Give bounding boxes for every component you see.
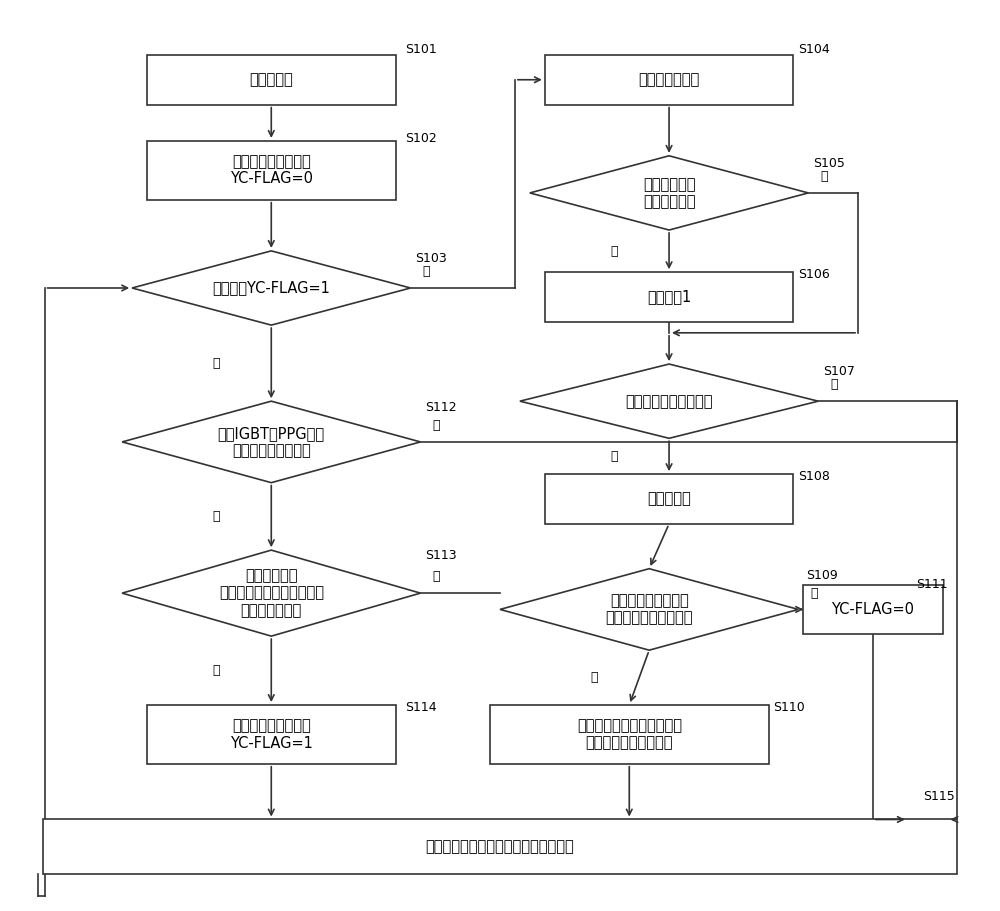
Polygon shape bbox=[132, 251, 411, 325]
Text: 是: 是 bbox=[611, 450, 618, 463]
Text: 否: 否 bbox=[810, 587, 818, 599]
Text: S102: S102 bbox=[406, 132, 437, 145]
FancyBboxPatch shape bbox=[545, 55, 793, 105]
Text: 按照预设步长降低电磁加热
烹饪系统的目标功率值: 按照预设步长降低电磁加热 烹饪系统的目标功率值 bbox=[577, 718, 682, 751]
FancyBboxPatch shape bbox=[490, 705, 769, 763]
Text: 设置特定异常状态量
YC-FLAG=1: 设置特定异常状态量 YC-FLAG=1 bbox=[230, 718, 313, 751]
FancyBboxPatch shape bbox=[545, 474, 793, 524]
Text: YC-FLAG=0: YC-FLAG=0 bbox=[831, 602, 914, 617]
Text: 是: 是 bbox=[213, 510, 220, 523]
Text: 判断是否YC-FLAG=1: 判断是否YC-FLAG=1 bbox=[212, 281, 330, 295]
Text: 是: 是 bbox=[611, 244, 618, 258]
Text: S106: S106 bbox=[798, 268, 830, 281]
Text: S101: S101 bbox=[406, 44, 437, 56]
Text: S105: S105 bbox=[813, 157, 845, 169]
Text: 判断计数器的计数值
是否超过预设次数阈值: 判断计数器的计数值 是否超过预设次数阈值 bbox=[605, 593, 693, 626]
Text: 读取计数器: 读取计数器 bbox=[647, 491, 691, 507]
FancyBboxPatch shape bbox=[545, 272, 793, 322]
FancyBboxPatch shape bbox=[147, 705, 396, 763]
Polygon shape bbox=[122, 550, 420, 636]
Text: S114: S114 bbox=[406, 701, 437, 713]
Text: 否: 否 bbox=[830, 378, 838, 392]
Polygon shape bbox=[520, 364, 818, 438]
Text: S113: S113 bbox=[425, 548, 457, 561]
Text: S115: S115 bbox=[923, 791, 954, 804]
Text: S112: S112 bbox=[425, 401, 457, 414]
Text: 设置特定异常状态量
YC-FLAG=0: 设置特定异常状态量 YC-FLAG=0 bbox=[230, 154, 313, 187]
Text: 否: 否 bbox=[820, 170, 828, 183]
Text: S110: S110 bbox=[773, 701, 805, 713]
Text: 计数器加1: 计数器加1 bbox=[647, 290, 691, 304]
Text: 是: 是 bbox=[432, 570, 440, 583]
Text: 判断外部反压
中断是否触发: 判断外部反压 中断是否触发 bbox=[643, 177, 695, 210]
Polygon shape bbox=[122, 401, 420, 483]
Text: 是: 是 bbox=[422, 265, 430, 278]
FancyBboxPatch shape bbox=[147, 55, 396, 105]
Polygon shape bbox=[500, 568, 798, 650]
Text: 系统初始化: 系统初始化 bbox=[249, 72, 293, 87]
Text: 否: 否 bbox=[213, 664, 220, 677]
Text: S107: S107 bbox=[823, 364, 855, 378]
FancyBboxPatch shape bbox=[147, 141, 396, 200]
Text: 电磁加热烹饪系统以当前功率继续运行: 电磁加热烹饪系统以当前功率继续运行 bbox=[426, 839, 574, 855]
Text: S108: S108 bbox=[798, 470, 830, 483]
Text: 否: 否 bbox=[213, 356, 220, 370]
FancyBboxPatch shape bbox=[43, 820, 957, 874]
Text: 是: 是 bbox=[591, 671, 598, 684]
Text: 定时器中断启动: 定时器中断启动 bbox=[638, 72, 700, 87]
Text: 否: 否 bbox=[432, 419, 440, 432]
Text: S111: S111 bbox=[916, 578, 947, 590]
Text: S109: S109 bbox=[806, 569, 838, 582]
Text: S103: S103 bbox=[415, 251, 447, 264]
Text: S104: S104 bbox=[798, 44, 830, 56]
Text: 判断IGBT的PPG值是
否达到预设的最大值: 判断IGBT的PPG值是 否达到预设的最大值 bbox=[218, 425, 325, 458]
Text: 判断定时中断是否触发: 判断定时中断是否触发 bbox=[625, 394, 713, 409]
Polygon shape bbox=[530, 156, 808, 230]
FancyBboxPatch shape bbox=[803, 585, 943, 634]
Text: 判断电磁加热
烹饪系统的实际功率值是否
达到目标功率值: 判断电磁加热 烹饪系统的实际功率值是否 达到目标功率值 bbox=[219, 568, 324, 618]
